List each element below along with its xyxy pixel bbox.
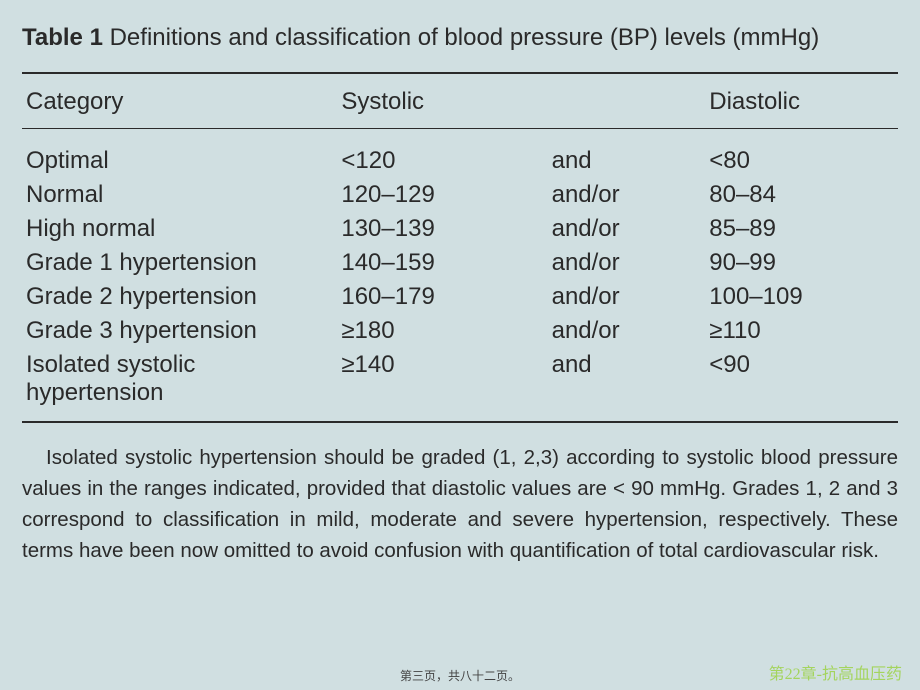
cell-conj: and: [548, 348, 706, 422]
cell-conj: and/or: [548, 212, 706, 246]
cell-diastolic: <80: [705, 129, 898, 179]
bp-classification-table: Category Systolic Diastolic Optimal <120…: [22, 72, 898, 423]
table-row: Grade 3 hypertension ≥180 and/or ≥110: [22, 314, 898, 348]
cell-conj: and/or: [548, 280, 706, 314]
cell-systolic: <120: [337, 129, 547, 179]
cell-systolic: 120–129: [337, 178, 547, 212]
cell-systolic: ≥180: [337, 314, 547, 348]
table-row: Normal 120–129 and/or 80–84: [22, 178, 898, 212]
cell-conj: and/or: [548, 246, 706, 280]
table-label: Table 1: [22, 24, 103, 51]
chapter-tag: 第22章-抗高血压药: [769, 660, 902, 684]
header-systolic: Systolic: [337, 73, 547, 129]
cell-category: Optimal: [22, 129, 337, 179]
cell-diastolic: <90: [705, 348, 898, 422]
table-header-row: Category Systolic Diastolic: [22, 73, 898, 129]
cell-diastolic: 100–109: [705, 280, 898, 314]
header-category: Category: [22, 73, 337, 129]
cell-category: Normal: [22, 178, 337, 212]
table-row: High normal 130–139 and/or 85–89: [22, 212, 898, 246]
cell-diastolic: 90–99: [705, 246, 898, 280]
table-row: Optimal <120 and <80: [22, 129, 898, 179]
table-title: Definitions and classification of blood …: [103, 24, 819, 51]
cell-conj: and: [548, 129, 706, 179]
cell-category: High normal: [22, 212, 337, 246]
header-diastolic: Diastolic: [705, 73, 898, 129]
cell-category: Isolated systolic hypertension: [22, 348, 337, 422]
cell-diastolic: 80–84: [705, 178, 898, 212]
cell-diastolic: ≥110: [705, 314, 898, 348]
cell-systolic: 160–179: [337, 280, 547, 314]
cell-diastolic: 85–89: [705, 212, 898, 246]
cell-conj: and/or: [548, 178, 706, 212]
cell-category: Grade 2 hypertension: [22, 280, 337, 314]
table-row: Grade 2 hypertension 160–179 and/or 100–…: [22, 280, 898, 314]
cell-systolic: 130–139: [337, 212, 547, 246]
table-footnote: Isolated systolic hypertension should be…: [22, 443, 898, 566]
header-conj: [548, 73, 706, 129]
cell-category: Grade 1 hypertension: [22, 246, 337, 280]
cell-category: Grade 3 hypertension: [22, 314, 337, 348]
table-caption: Table 1 Definitions and classification o…: [22, 22, 892, 54]
cell-systolic: 140–159: [337, 246, 547, 280]
table-body: Optimal <120 and <80 Normal 120–129 and/…: [22, 129, 898, 423]
table-row: Grade 1 hypertension 140–159 and/or 90–9…: [22, 246, 898, 280]
cell-conj: and/or: [548, 314, 706, 348]
cell-systolic: ≥140: [337, 348, 547, 422]
table-row: Isolated systolic hypertension ≥140 and …: [22, 348, 898, 422]
